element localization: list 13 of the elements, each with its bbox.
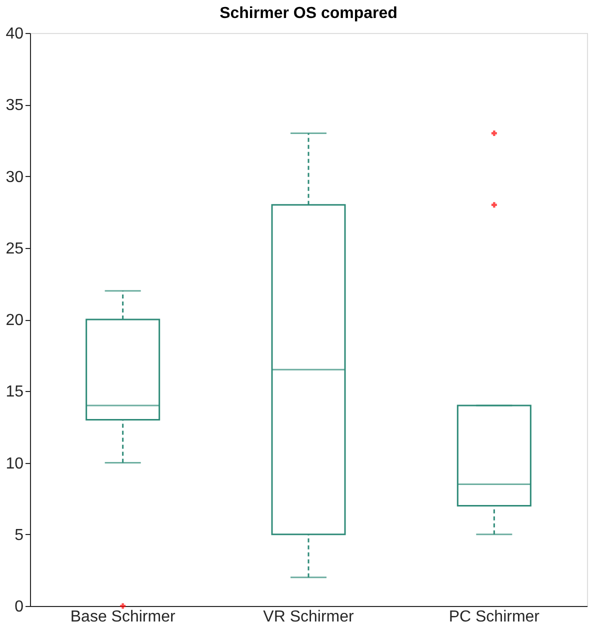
y-tick-label: 5 [14,526,24,544]
y-tick-label: 10 [6,455,24,472]
y-tick-label: 0 [14,598,24,616]
y-tick-label: 15 [6,384,24,401]
chart-title: Schirmer OS compared [220,5,398,22]
x-tick-label: Base Schirmer [70,608,176,626]
y-tick-label: 30 [6,168,24,186]
y-tick-label: 20 [6,312,24,329]
y-tick-label: 40 [6,26,24,42]
y-tick-label: 35 [6,97,24,114]
x-tick-label: PC Schirmer [448,608,540,626]
y-tick-label: 25 [6,240,24,258]
x-tick-label: VR Schirmer [263,608,355,626]
